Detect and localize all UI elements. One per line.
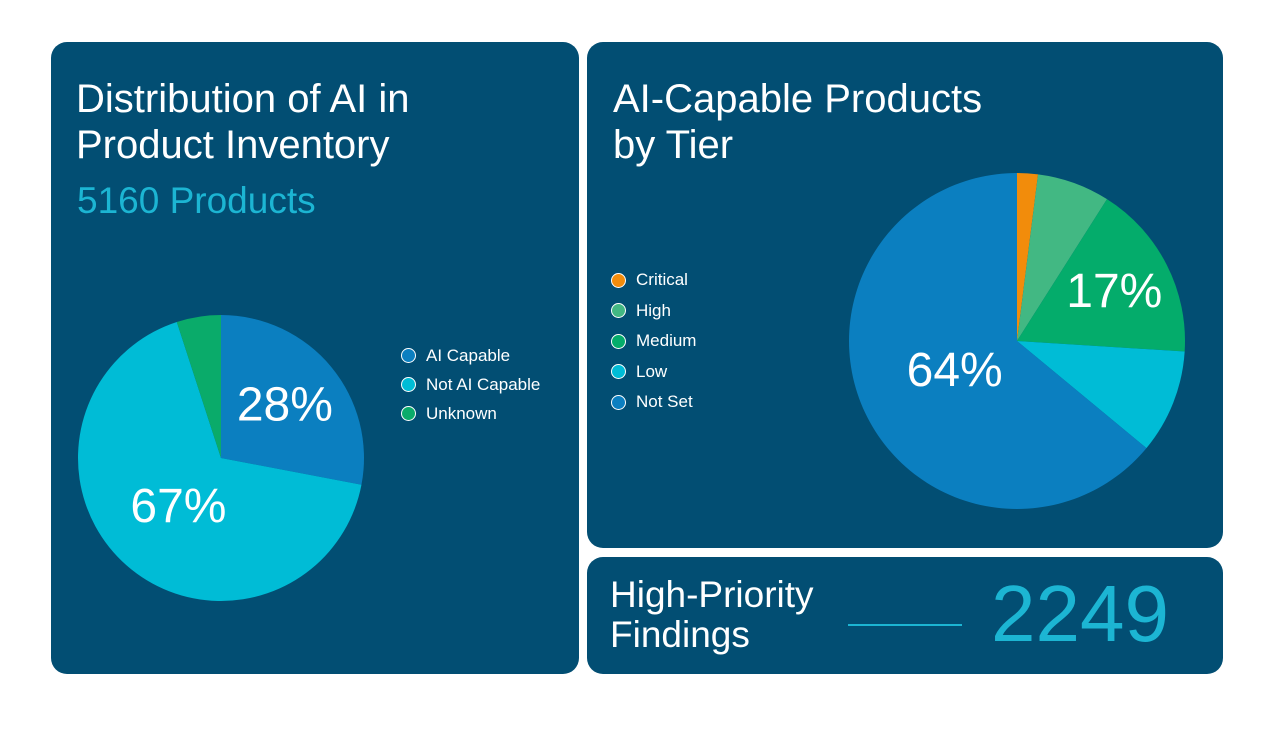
ai-distribution-pie-chart: 28%67% [78,315,364,601]
legend-item-not-set: Not Set [611,387,696,418]
legend-label: AI Capable [426,345,511,365]
findings-divider [848,624,962,626]
legend-item-not-ai-capable: Not AI Capable [401,370,540,399]
product-count: 5160 Products [77,180,316,221]
legend-swatch [611,333,626,349]
legend-swatch [611,364,626,380]
tier-title: AI-Capable Products by Tier [613,77,983,167]
legend-swatch [611,303,626,319]
legend-label: Low [636,361,668,381]
pie-slice-not-ai-capable [78,321,362,601]
legend-item-unknown: Unknown [401,399,540,428]
legend-swatch [611,394,626,410]
pie-slice-ai-capable [221,315,364,485]
pie-slice-critical [1017,173,1039,341]
legend-swatch [401,348,416,363]
tier-panel: AI-Capable Products by Tier Critical High… [587,42,1223,548]
findings-panel: High-Priority Findings 2249 [587,557,1223,674]
findings-label: High-Priority Findings [610,574,814,655]
legend-label: Unknown [426,403,497,423]
ai-distribution-panel: Distribution of AI in Product Inventory … [51,42,579,674]
data-label-not-ai-capable: 67% [130,480,226,533]
ai-distribution-legend: AI Capable Not AI Capable Unknown [401,341,540,428]
ai-distribution-title: Distribution of AI in Product Inventory [76,77,410,167]
data-label-not-set: 64% [907,344,1003,397]
legend-label: Not AI Capable [426,374,541,394]
legend-label: Not Set [636,392,693,412]
findings-value: 2249 [991,569,1169,658]
pie-slice-unknown [176,315,221,458]
pie-slice-high [1017,174,1108,341]
legend-swatch [611,272,626,288]
legend-item-ai-capable: AI Capable [401,341,540,370]
legend-item-medium: Medium [611,326,696,357]
legend-item-high: High [611,296,696,327]
pie-slice-not-set [848,173,1147,509]
legend-item-low: Low [611,357,696,388]
data-label-medium: 17% [1066,265,1162,318]
pie-slice-low [1017,341,1185,449]
legend-swatch [401,406,416,421]
legend-label: Critical [636,270,688,290]
legend-swatch [401,377,416,392]
tier-pie-chart: 17% 64% [848,173,1185,509]
legend-label: Medium [636,331,697,351]
pie-slice-medium [1017,199,1185,352]
data-label-ai-capable: 28% [237,379,333,432]
tier-legend: Critical High Medium Low Not Set [611,265,696,418]
legend-label: High [636,300,671,320]
legend-item-critical: Critical [611,265,696,296]
